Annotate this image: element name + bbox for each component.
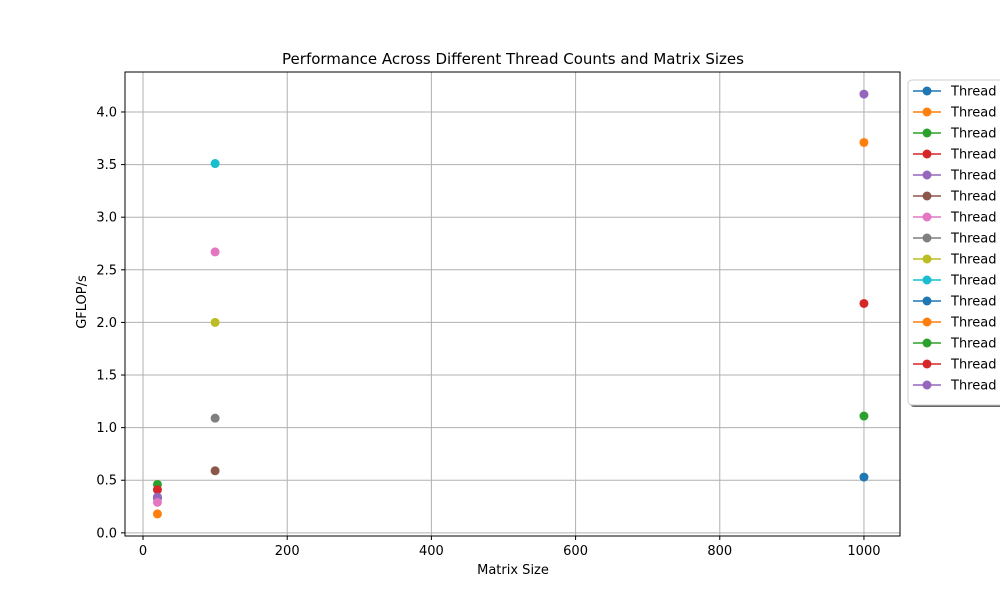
legend-marker [922, 296, 932, 306]
x-tick-label: 1000 [847, 544, 880, 559]
y-tick-label: 3.0 [96, 211, 117, 226]
data-point [859, 89, 869, 99]
legend-label: Thread [950, 211, 996, 226]
data-point [152, 497, 162, 507]
y-tick-label: 0.0 [96, 526, 117, 541]
x-tick-label: 200 [275, 544, 300, 559]
legend-label: Thread [950, 85, 996, 100]
legend-label: Thread [950, 337, 996, 352]
legend-marker [922, 254, 932, 264]
x-tick-label: 600 [563, 544, 588, 559]
y-tick-label: 0.5 [96, 474, 117, 489]
data-point [859, 137, 869, 147]
legend-label: Thread [950, 379, 996, 394]
data-point [210, 413, 220, 423]
legend-label: Thread [950, 127, 996, 142]
x-tick-label: 800 [707, 544, 732, 559]
y-tick-label: 2.0 [96, 316, 117, 331]
data-point [210, 466, 220, 476]
x-axis-label: Matrix Size [477, 563, 549, 578]
legend-label: Thread [950, 316, 996, 331]
legend-label: Thread [950, 295, 996, 310]
legend-label: Thread [950, 148, 996, 163]
chart-title: Performance Across Different Thread Coun… [282, 50, 744, 68]
y-tick-label: 1.5 [96, 369, 117, 384]
y-tick-label: 3.5 [96, 158, 117, 173]
legend-marker [922, 128, 932, 138]
x-tick-label: 0 [139, 544, 147, 559]
data-point [152, 485, 162, 495]
legend-marker [922, 317, 932, 327]
legend-marker [922, 149, 932, 159]
x-tick-label: 400 [419, 544, 444, 559]
legend-marker [922, 170, 932, 180]
y-axis-label: GFLOP/s [75, 275, 90, 329]
legend-marker [922, 359, 932, 369]
legend-label: Thread [950, 358, 996, 373]
legend-marker [922, 275, 932, 285]
y-tick-label: 4.0 [96, 105, 117, 120]
data-point [859, 298, 869, 308]
legend-marker [922, 212, 932, 222]
y-tick-label: 1.0 [96, 421, 117, 436]
legend-label: Thread [950, 253, 996, 268]
data-point [210, 317, 220, 327]
data-point [859, 411, 869, 421]
legend-marker [922, 233, 932, 243]
legend-marker [922, 338, 932, 348]
data-point [210, 247, 220, 257]
data-point [859, 472, 869, 482]
legend: Thread Thread Thread Thread Thread Thread Thre… [907, 79, 1000, 407]
legend-marker [922, 86, 932, 96]
legend-label: Thread [950, 106, 996, 121]
x-axis-ticks: 0 200 400 600 800 1000 [139, 536, 881, 559]
y-axis-ticks: 0.0 0.5 1.0 1.5 2.0 2.5 3.0 3.5 4.0 [96, 105, 125, 541]
legend-marker [922, 107, 932, 117]
data-points [152, 89, 869, 519]
y-tick-label: 2.5 [96, 263, 117, 278]
data-point [210, 159, 220, 169]
plot-frame [124, 71, 901, 537]
data-point [152, 509, 162, 519]
legend-label: Thread [950, 274, 996, 289]
legend-label: Thread [950, 190, 996, 205]
legend-label: Thread [950, 169, 996, 184]
legend-marker [922, 191, 932, 201]
legend-marker [922, 380, 932, 390]
legend-label: Thread [950, 232, 996, 247]
